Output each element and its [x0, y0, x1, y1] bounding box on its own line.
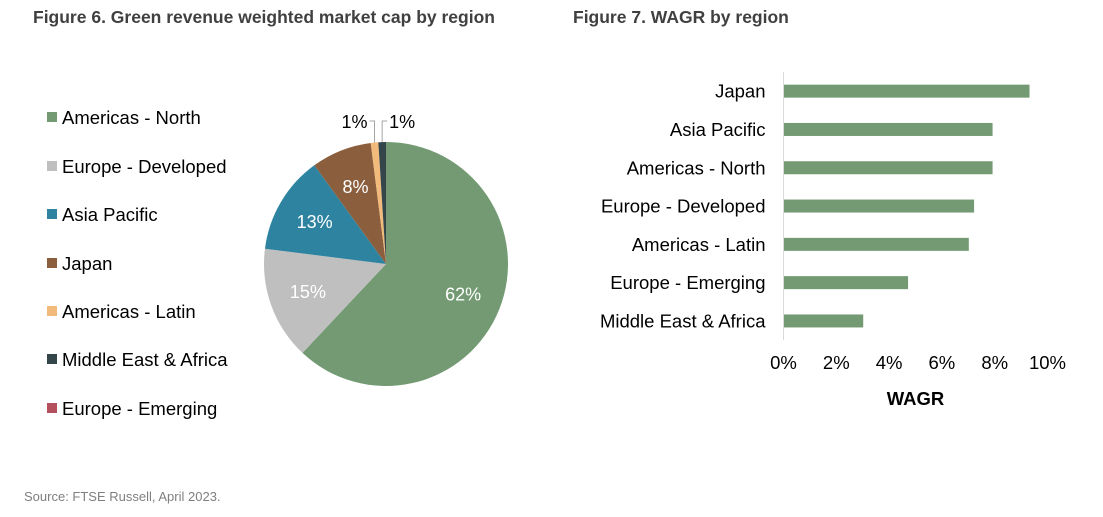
category-label: Middle East & Africa [600, 310, 766, 331]
legend-swatch [47, 161, 57, 172]
figure-6-title: Figure 6. Green revenue weighted market … [33, 7, 495, 27]
pie-slice-middle-east-africa [378, 142, 386, 264]
x-tick-label: 0% [770, 352, 797, 373]
bar [784, 84, 1030, 98]
legend-swatch [47, 112, 57, 123]
wagr-bar-chart: Japan Asia Pacific Americas - North Europe … [600, 72, 1066, 409]
legend-label: Europe - Emerging [62, 398, 218, 419]
pie-data-label: 1% [342, 112, 368, 132]
bar [784, 314, 864, 328]
category-label: Europe - Developed [601, 196, 766, 217]
legend-item-middle-east-africa: Middle East & Africa [47, 348, 228, 372]
pie-chart: 62% 15% 13% 8% 1% 1% [264, 112, 508, 386]
x-tick-label: 8% [981, 352, 1008, 373]
pie-slice-japan [314, 142, 386, 264]
x-axis-label: WAGR [887, 388, 945, 409]
pie-slice-americas-latin [370, 142, 386, 264]
legend-label: Europe - Developed [62, 156, 227, 177]
pie-slice-europe-developed [264, 248, 386, 353]
source-note: Source: FTSE Russell, April 2023. [24, 489, 221, 504]
x-tick-label: 4% [876, 352, 903, 373]
legend-item-americas-north: Americas - North [47, 106, 201, 130]
category-label: Americas - North [627, 157, 766, 178]
legend-item-asia-pacific: Asia Pacific [47, 203, 158, 227]
legend-item-americas-latin: Americas - Latin [47, 300, 196, 324]
pie-data-label: 13% [297, 212, 333, 232]
figure-7-title: Figure 7. WAGR by region [573, 7, 789, 27]
legend-swatch [47, 209, 57, 220]
legend-label: Americas - Latin [62, 301, 196, 322]
bar [784, 122, 993, 136]
pie-data-label: 1% [389, 112, 415, 132]
x-tick-label: 2% [823, 352, 850, 373]
pie-data-label: 15% [290, 282, 326, 302]
legend-swatch [47, 306, 57, 317]
pie-data-label: 62% [445, 285, 481, 305]
legend-label: Americas - North [62, 107, 201, 128]
category-label: Europe - Emerging [610, 272, 765, 293]
bar [784, 276, 909, 290]
category-label: Americas - Latin [632, 234, 766, 255]
x-tick-label: 10% [1029, 352, 1066, 373]
legend-item-europe-developed: Europe - Developed [47, 155, 227, 179]
bar [784, 199, 975, 213]
bar [784, 161, 993, 175]
legend-label: Asia Pacific [62, 204, 158, 225]
pie-slice-asia-pacific [264, 165, 386, 264]
x-tick-label: 6% [929, 352, 956, 373]
category-label: Asia Pacific [670, 119, 766, 140]
legend-swatch [47, 354, 57, 365]
legend-label: Middle East & Africa [62, 349, 228, 370]
pie-slice-americas-north [302, 142, 508, 386]
legend-swatch [47, 258, 57, 269]
legend-item-europe-emerging: Europe - Emerging [47, 397, 217, 421]
category-label: Japan [715, 81, 765, 102]
pie-data-label: 8% [342, 177, 368, 197]
legend-item-japan: Japan [47, 252, 112, 276]
bar [784, 237, 969, 251]
leader-line [369, 120, 376, 143]
legend-label: Japan [62, 253, 113, 274]
leader-line [381, 120, 388, 143]
legend-swatch [47, 403, 57, 414]
